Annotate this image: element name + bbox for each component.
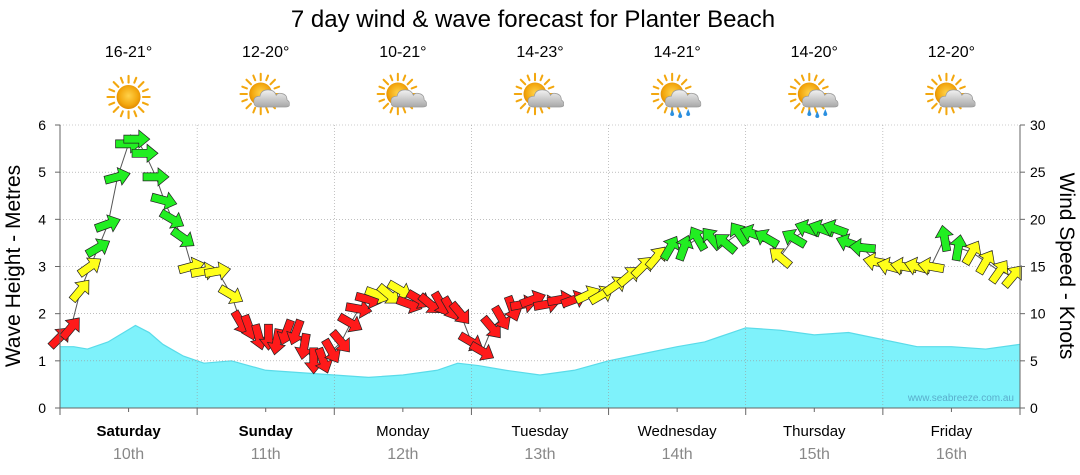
wind-arrow	[321, 337, 341, 364]
wind-arrow	[169, 226, 195, 248]
right-tick-label: 25	[1030, 164, 1046, 180]
wind-arrow	[934, 224, 954, 253]
left-tick-label: 1	[38, 353, 46, 369]
partly-cloudy-icon	[513, 72, 564, 116]
wind-arrow	[961, 240, 982, 267]
day-name-label: Wednesday	[638, 423, 717, 440]
day-date-label: 10th	[113, 446, 144, 463]
wind-arrow	[103, 167, 131, 186]
wind-arrow	[948, 234, 969, 262]
wind-arrow	[376, 282, 400, 304]
day-date-label: 11th	[251, 446, 281, 463]
left-tick-label: 3	[38, 259, 46, 275]
wind-arrow	[337, 312, 363, 333]
partly-cloudy-icon	[239, 72, 290, 116]
left-tick-label: 4	[38, 211, 46, 227]
sun-showers-icon	[788, 72, 839, 118]
left-axis-title: Wave Height - Metres	[2, 165, 25, 367]
temperature-label: 14-20°	[791, 44, 838, 61]
wind-arrow	[491, 304, 511, 331]
wind-arrow	[68, 279, 90, 304]
day-date-label: 15th	[799, 446, 830, 463]
left-tick-label: 6	[38, 117, 46, 133]
left-tick-label: 2	[38, 306, 46, 322]
wind-arrow	[345, 299, 373, 319]
temperature-label: 12-20°	[928, 44, 975, 61]
day-name-label: Friday	[931, 423, 973, 440]
wind-arrow	[158, 208, 185, 229]
wind-arrow	[848, 237, 876, 258]
weather-icons	[106, 72, 976, 120]
partly-cloudy-icon	[376, 72, 427, 116]
wind-arrow	[448, 300, 470, 325]
day-date-label: 16th	[936, 446, 967, 463]
wind-arrow	[781, 228, 808, 249]
wind-arrow	[754, 228, 781, 249]
wind-arrow	[675, 234, 694, 262]
wind-arrow	[59, 317, 80, 341]
sun-showers-icon	[650, 72, 702, 118]
right-tick-label: 15	[1030, 259, 1046, 275]
wind-arrow	[150, 191, 178, 211]
left-axis-ticks: 0 1 2 3 4 5 6	[38, 117, 60, 416]
day-name-label: Monday	[376, 423, 430, 440]
wind-arrow	[917, 256, 945, 276]
wind-arrow	[329, 328, 350, 353]
wind-arrow	[93, 214, 121, 233]
day-name-label: Sunday	[239, 423, 294, 440]
wind-arrow	[822, 219, 849, 238]
day-name-label: Saturday	[96, 423, 161, 440]
day-name-label: Tuesday	[512, 423, 569, 440]
wind-arrow	[294, 332, 314, 361]
temperature-label: 10-21°	[379, 44, 426, 61]
wind-arrow	[76, 257, 102, 278]
wind-arrow	[203, 261, 232, 281]
temperature-label: 14-21°	[653, 44, 700, 61]
wind-arrow	[480, 314, 501, 339]
day-name-label: Thursday	[783, 423, 846, 440]
wind-arrow	[84, 238, 111, 259]
plot-area	[47, 124, 1022, 409]
day-date-label: 14th	[662, 446, 693, 463]
wind-arrow	[131, 143, 159, 164]
chart-title: 7 day wind & wave forecast for Planter B…	[291, 6, 775, 33]
day-date-label: 12th	[387, 446, 418, 463]
right-tick-label: 20	[1030, 211, 1046, 227]
wind-arrow	[286, 318, 305, 346]
wind-arrow	[217, 284, 244, 305]
temperature-label: 12-20°	[242, 44, 289, 61]
left-tick-label: 5	[38, 164, 46, 180]
wind-arrow	[1001, 265, 1022, 289]
temperature-label: 16-21°	[105, 44, 152, 61]
wind-arrow	[468, 340, 495, 361]
right-tick-label: 30	[1030, 117, 1046, 133]
partly-cloudy-icon	[925, 72, 976, 116]
temperature-label: 14-23°	[516, 44, 563, 61]
daily-temperatures: 16-21° 12-20° 10-21° 14-23° 14-21° 14-20° 12-2…	[105, 44, 975, 61]
right-tick-label: 0	[1030, 400, 1038, 416]
sunny-icon	[106, 74, 151, 120]
wind-arrow	[988, 260, 1009, 285]
wind-arrow	[769, 248, 794, 269]
credit-label: www.seabreeze.com.au	[907, 393, 1014, 404]
wave-height-line	[60, 324, 1021, 378]
wind-arrow	[142, 167, 170, 187]
day-date-label: 13th	[524, 446, 555, 463]
right-axis-title: Wind Speed - Knots	[1055, 173, 1078, 360]
wind-arrow	[714, 234, 739, 255]
sun-icon	[106, 74, 151, 120]
wind-arrow	[688, 226, 709, 252]
left-tick-label: 0	[38, 400, 46, 416]
wind-arrow	[975, 250, 995, 276]
right-axis-ticks: 0 5 10 15 20 25 30	[1020, 117, 1046, 416]
wind-arrow	[314, 346, 334, 374]
wind-arrow	[123, 129, 151, 149]
right-tick-label: 5	[1030, 353, 1038, 369]
wind-arrows	[47, 129, 1022, 375]
right-tick-label: 10	[1030, 306, 1046, 322]
day-labels: Saturday 10th Sunday 11th Monday 12th Tuesday 1…	[96, 423, 972, 463]
wave-height-area	[60, 325, 1020, 408]
x-axis-ticks	[59, 408, 1021, 415]
